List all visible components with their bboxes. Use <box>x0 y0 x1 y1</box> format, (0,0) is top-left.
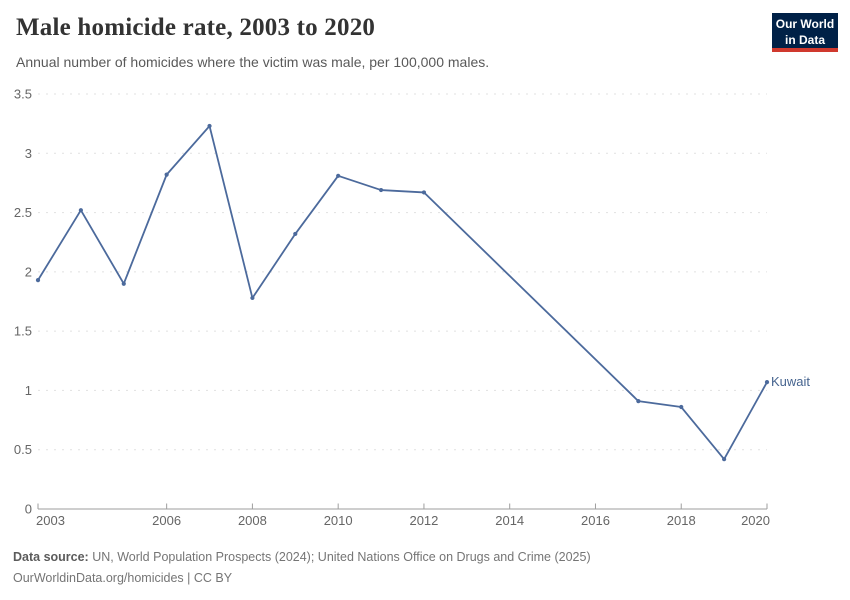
svg-text:2003: 2003 <box>36 513 65 528</box>
svg-text:1: 1 <box>25 383 32 398</box>
svg-text:1.5: 1.5 <box>14 324 32 339</box>
svg-text:2006: 2006 <box>152 513 181 528</box>
svg-text:3.5: 3.5 <box>14 87 32 102</box>
svg-text:2: 2 <box>25 264 32 279</box>
chart-title: Male homicide rate, 2003 to 2020 <box>16 14 376 41</box>
svg-text:2010: 2010 <box>324 513 353 528</box>
svg-text:2016: 2016 <box>581 513 610 528</box>
license-line: OurWorldinData.org/homicides | CC BY <box>13 571 233 585</box>
data-source-line: Data source: UN, World Population Prospe… <box>13 547 591 568</box>
series-label-kuwait: Kuwait <box>771 374 811 389</box>
svg-text:0: 0 <box>25 502 32 517</box>
chart-subtitle: Annual number of homicides where the vic… <box>16 54 490 70</box>
data-source-label: Data source: <box>13 550 89 564</box>
svg-text:2018: 2018 <box>667 513 696 528</box>
svg-text:2020: 2020 <box>741 513 770 528</box>
owid-logo: Our World in Data <box>772 13 838 52</box>
svg-text:2008: 2008 <box>238 513 267 528</box>
owid-logo-line2: in Data <box>784 33 825 47</box>
svg-text:2.5: 2.5 <box>14 205 32 220</box>
svg-text:2014: 2014 <box>495 513 524 528</box>
owid-logo-line1: Our World <box>775 17 835 31</box>
chart-footer: Data source: UN, World Population Prospe… <box>13 547 591 589</box>
svg-text:2012: 2012 <box>409 513 438 528</box>
svg-text:3: 3 <box>25 146 32 161</box>
svg-text:0.5: 0.5 <box>14 442 32 457</box>
data-source-text: UN, World Population Prospects (2024); U… <box>92 550 591 564</box>
